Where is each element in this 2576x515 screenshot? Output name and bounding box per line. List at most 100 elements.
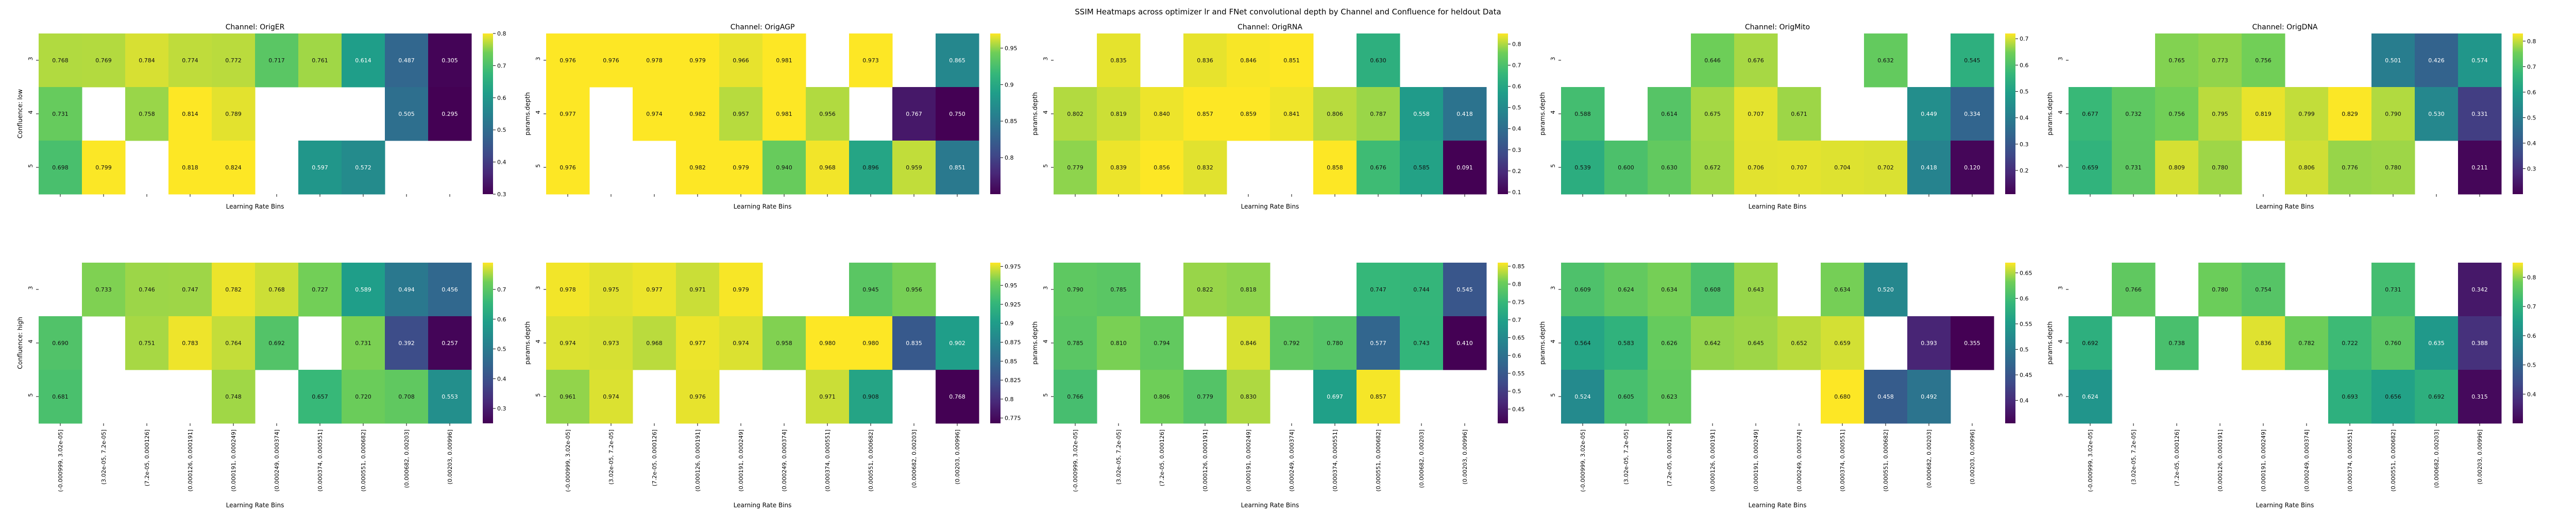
colorbar-tick-label: 0.7: [1512, 317, 1521, 323]
x-tick-label: (3.02e-05, 7.2e-05]: [1115, 430, 1122, 485]
cell-value-label: 0.751: [139, 340, 155, 347]
cell-value-label: 0.973: [603, 340, 619, 347]
heatmap-cell: [1691, 141, 1735, 195]
cell-value-label: 0.790: [2385, 111, 2401, 117]
cell-value-label: 0.835: [906, 340, 922, 347]
y-tick-label: 4: [1550, 111, 1556, 114]
y-tick-label: 3: [27, 286, 34, 290]
x-tick-label: (-0.000999, 3.02e-05]: [1580, 430, 1586, 492]
x-tick-label: (0.000249, 0.000374]: [1289, 430, 1295, 492]
y-axis-label: Confluence: low: [16, 89, 24, 139]
x-tick-label: (0.000249, 0.000374]: [2303, 430, 2310, 492]
x-tick-label: (0.000191, 0.000249]: [1245, 430, 1252, 492]
cell-value-label: 0.707: [1748, 111, 1764, 117]
cell-value-label: 0.819: [2255, 111, 2272, 117]
cell-value-label: 0.731: [2125, 164, 2142, 171]
heatmap-cell: [125, 33, 169, 88]
cell-value-label: 0.846: [1240, 340, 1257, 347]
cell-value-label: 0.707: [1791, 164, 1807, 171]
x-tick-label: (-0.000999, 3.02e-05]: [1072, 430, 1079, 492]
cell-value-label: 0.769: [95, 57, 112, 64]
cell-value-label: 0.634: [1834, 286, 1851, 293]
colorbar: [483, 263, 493, 423]
colorbar: [2005, 33, 2015, 194]
heatmap-cell: [806, 370, 850, 424]
cell-value-label: 0.545: [1456, 286, 1473, 293]
heatmap-cell: [1227, 316, 1270, 370]
heatmap-cell: [1777, 316, 1821, 370]
cell-value-label: 0.697: [1327, 393, 1343, 400]
heatmap-cell: [2415, 316, 2459, 370]
heatmap-cell: [849, 33, 893, 88]
cell-value-label: 0.754: [2255, 286, 2272, 293]
cell-value-label: 0.975: [603, 286, 619, 293]
heatmap-cell: [1951, 316, 1994, 370]
cell-value-label: 0.643: [1748, 286, 1764, 293]
x-tick-label: (0.000682, 0.00203]: [403, 430, 410, 488]
cell-value-label: 0.614: [1661, 111, 1677, 117]
heatmap-cell: [1734, 141, 1778, 195]
colorbar-tick-label: 0.925: [1005, 301, 1021, 308]
cell-value-label: 0.626: [1661, 340, 1677, 347]
y-tick-label: 5: [1550, 393, 1556, 397]
cell-value-label: 0.896: [862, 164, 879, 171]
cell-value-label: 0.966: [733, 57, 749, 64]
cell-value-label: 0.945: [862, 286, 879, 293]
cell-value-label: 0.505: [398, 111, 415, 117]
colorbar-tick-label: 0.8: [1005, 154, 1014, 161]
cell-value-label: 0.494: [398, 286, 415, 293]
y-tick-label: 5: [27, 393, 34, 397]
colorbar-tick-label: 0.45: [2020, 372, 2032, 379]
cell-value-label: 0.856: [1154, 164, 1170, 171]
heatmap-cell: [1097, 141, 1141, 195]
cell-value-label: 0.795: [2212, 111, 2228, 117]
cell-value-label: 0.981: [776, 57, 792, 64]
heatmap-cell: [1140, 141, 1184, 195]
heatmap-cell: [1313, 316, 1357, 370]
cell-value-label: 0.572: [355, 164, 371, 171]
y-tick-label: 5: [27, 164, 34, 168]
cell-value-label: 0.766: [2125, 286, 2142, 293]
y-tick-label: 3: [1550, 57, 1556, 61]
heatmap-cell: [125, 316, 169, 370]
cell-value-label: 0.977: [646, 286, 663, 293]
y-axis-label: params.depth: [524, 92, 531, 135]
cell-value-label: 0.732: [2125, 111, 2142, 117]
heatmap-cell: [385, 33, 429, 88]
colorbar-tick-label: 0.5: [497, 127, 506, 133]
colorbar-tick-label: 0.5: [2527, 114, 2536, 121]
colorbar-tick-label: 0.55: [2020, 321, 2032, 328]
heatmap-cell: [1227, 33, 1270, 88]
cell-value-label: 0.676: [1748, 57, 1764, 64]
colorbar-tick-label: 0.85: [1005, 358, 1018, 365]
cell-value-label: 0.609: [1574, 286, 1591, 293]
cell-value-label: 0.748: [225, 393, 242, 400]
heatmap-cell: [2458, 370, 2502, 424]
heatmap-cell: [2242, 33, 2285, 88]
x-tick-label: (0.00203, 0.00996]: [2477, 430, 2483, 485]
colorbar-tick-label: 0.7: [497, 62, 506, 69]
heatmap-cell: [1054, 316, 1097, 370]
cell-value-label: 0.545: [1964, 57, 1980, 64]
colorbar-tick-label: 0.85: [1512, 263, 1525, 270]
x-tick-label: (0.000374, 0.000551]: [317, 430, 324, 492]
colorbar-tick-label: 0.1: [1512, 189, 1521, 196]
x-axis-label: Learning Rate Bins: [2256, 203, 2314, 210]
cell-value-label: 0.977: [689, 340, 706, 347]
cell-value-label: 0.971: [819, 393, 836, 400]
cell-value-label: 0.839: [1110, 164, 1127, 171]
heatmap-cell: [1357, 370, 1400, 424]
cell-value-label: 0.806: [2298, 164, 2315, 171]
y-axis-label: params.depth: [1539, 321, 1546, 365]
heatmap-cell: [1604, 263, 1648, 317]
colorbar-tick-label: 0.875: [1005, 339, 1021, 346]
heatmap-cell: [1907, 87, 1951, 141]
heatmap-cell: [1604, 370, 1648, 424]
cell-value-label: 0.342: [2471, 286, 2488, 293]
y-tick-label: 4: [1042, 111, 1049, 114]
colorbar-tick-label: 0.7: [2020, 36, 2029, 42]
heatmap-cell: [2069, 370, 2112, 424]
cell-value-label: 0.642: [1704, 340, 1721, 347]
cell-value-label: 0.295: [442, 111, 458, 117]
